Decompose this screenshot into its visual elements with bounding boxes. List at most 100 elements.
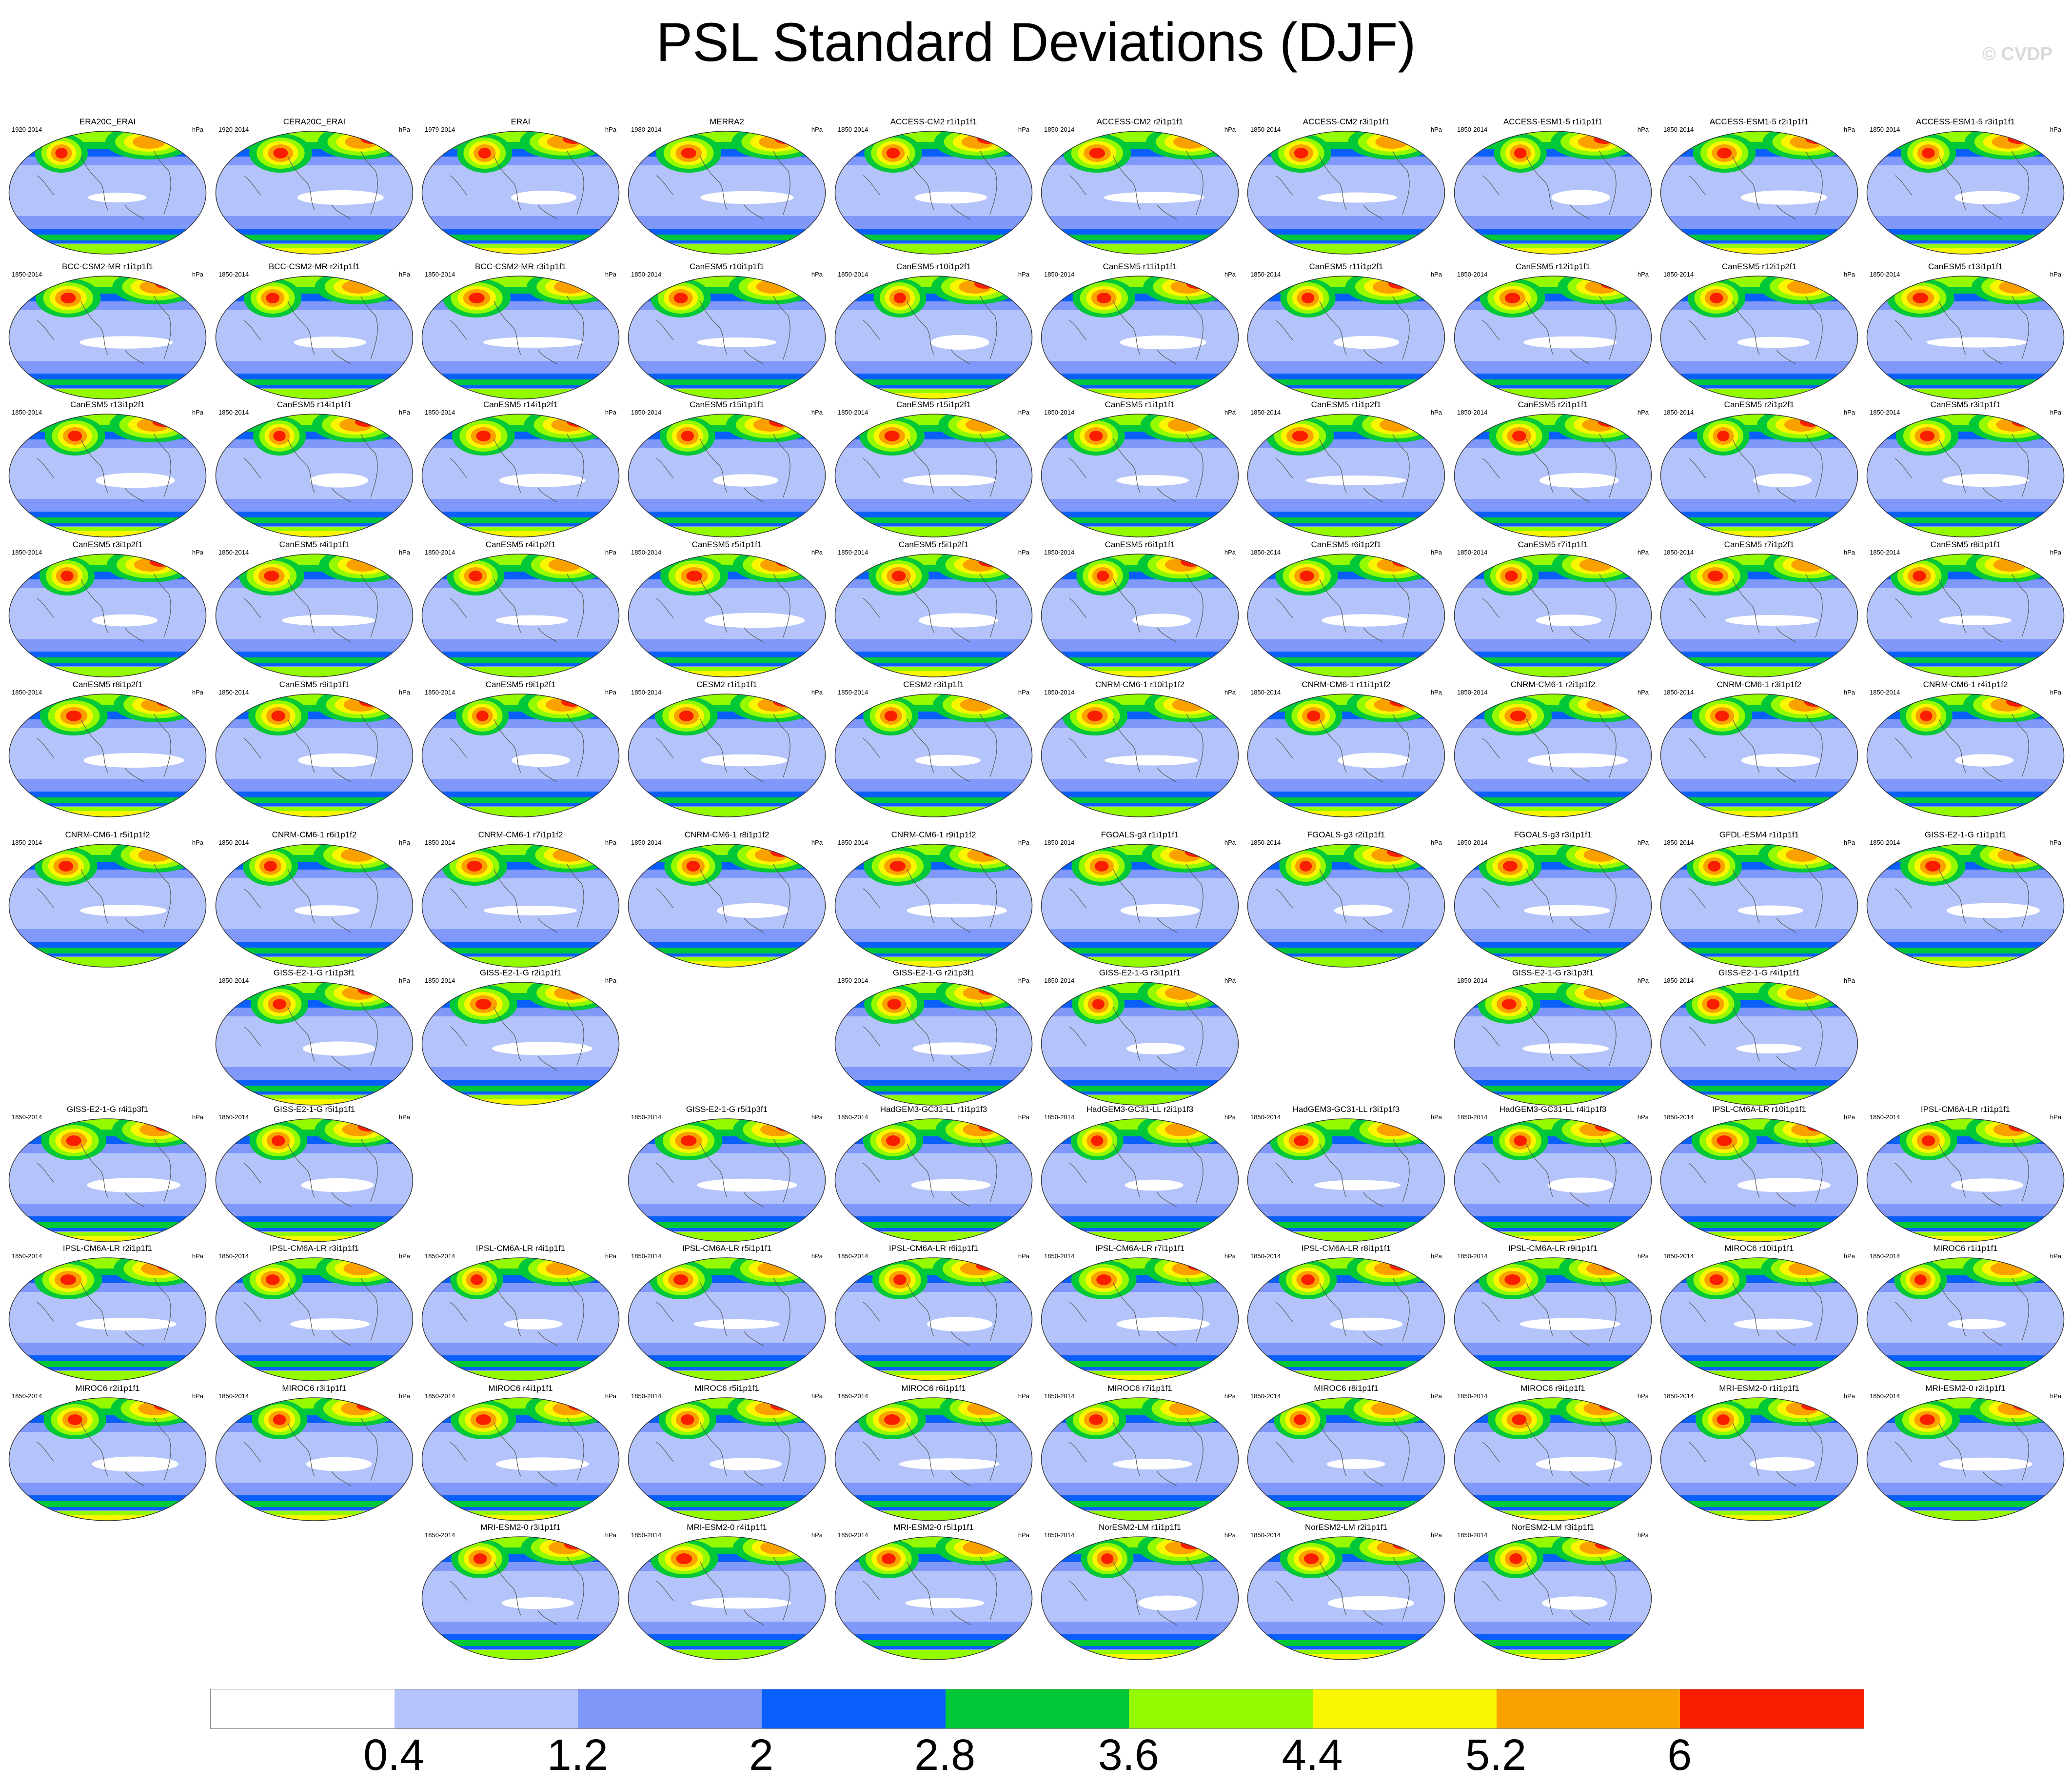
panel-units: hPa bbox=[1224, 1252, 1236, 1260]
colorbar-box bbox=[578, 1689, 762, 1728]
panel-years: 1850-2014 bbox=[1044, 689, 1075, 696]
atlantic-peak bbox=[561, 697, 583, 707]
tropics-white bbox=[1314, 1180, 1401, 1190]
atlantic-max-3 bbox=[345, 135, 378, 149]
panel-title: IPSL-CM6A-LR r8i1p1f1 bbox=[1301, 1244, 1391, 1253]
colorbar-box bbox=[1313, 1689, 1497, 1728]
map-plot bbox=[215, 554, 414, 677]
map-panel: CanESM5 r8i1p2f1 1850-2014 hPa bbox=[5, 679, 210, 820]
panel-title: CanESM5 r15i1p2f1 bbox=[896, 400, 971, 409]
coastline bbox=[1938, 578, 1966, 633]
coastline bbox=[1363, 917, 1383, 933]
coastline bbox=[1776, 767, 1796, 783]
map-panel: ACCESS-ESM1-5 r2i1p1f1 1850-2014 hPa bbox=[1657, 116, 1862, 258]
band-sh-yellow bbox=[1867, 248, 2064, 254]
band-sh-lime bbox=[835, 1650, 1032, 1660]
tropics-white bbox=[1522, 1043, 1609, 1054]
tropics-white bbox=[899, 1458, 1000, 1470]
coastline bbox=[1982, 767, 2003, 783]
tropics-white bbox=[1125, 1179, 1184, 1191]
map-border bbox=[1454, 131, 1652, 255]
atlantic-peak bbox=[157, 697, 178, 707]
map-border bbox=[1660, 414, 1858, 537]
pacific-max-4 bbox=[1510, 711, 1526, 721]
band-sh-green bbox=[216, 379, 413, 385]
tropics-white bbox=[1132, 614, 1191, 627]
map-panel: CanESM5 r6i1p1f1 1850-2014 hPa bbox=[1037, 539, 1243, 680]
coastline bbox=[907, 578, 934, 633]
panel-units: hPa bbox=[1224, 409, 1236, 416]
coastline bbox=[2012, 434, 2029, 498]
tropics-white bbox=[310, 473, 369, 488]
panel-years: 1850-2014 bbox=[425, 977, 455, 984]
pacific-max-4 bbox=[681, 148, 696, 159]
atlantic-max-3 bbox=[756, 280, 789, 294]
coastline bbox=[863, 320, 881, 340]
map-plot bbox=[421, 554, 620, 677]
map-panel: CNRM-CM6-1 r10i1p1f2 1850-2014 hPa bbox=[1037, 679, 1243, 820]
atlantic-peak bbox=[570, 985, 592, 995]
coastline bbox=[744, 349, 764, 365]
tropics-white bbox=[294, 337, 367, 348]
map-plot bbox=[8, 554, 207, 677]
band-sh-green bbox=[1867, 235, 2064, 240]
tropics-white bbox=[87, 1177, 181, 1193]
tropics-white bbox=[297, 190, 384, 205]
pacific-max-4 bbox=[889, 861, 906, 872]
panel-title: MIROC6 r8i1p1f1 bbox=[1314, 1384, 1379, 1393]
band-sh-yellow bbox=[1454, 248, 1652, 254]
coastline bbox=[450, 458, 468, 478]
atlantic-max-3 bbox=[554, 986, 588, 1000]
map-plot bbox=[8, 131, 207, 255]
coastline bbox=[1776, 349, 1796, 365]
band-sh-green bbox=[1867, 517, 2064, 523]
map-plot bbox=[215, 276, 414, 399]
panel-units: hPa bbox=[1637, 549, 1649, 556]
coastline bbox=[154, 434, 171, 498]
panel-years: 1850-2014 bbox=[425, 1392, 455, 1400]
band-sh-green bbox=[1660, 235, 1858, 240]
band-sh-green bbox=[422, 1640, 619, 1646]
map-plot bbox=[834, 131, 1033, 255]
band-sh-lime bbox=[422, 807, 619, 817]
atlantic-peak bbox=[157, 1261, 178, 1270]
map-border bbox=[1866, 414, 2065, 537]
coastline bbox=[1526, 438, 1554, 493]
map-panel: NorESM2-LM r2i1p1f1 1850-2014 hPa bbox=[1243, 1522, 1449, 1663]
panel-title: ACCESS-CM2 r2i1p1f1 bbox=[1096, 117, 1184, 126]
coastline bbox=[950, 917, 971, 933]
tropics-white bbox=[712, 474, 779, 487]
map-border bbox=[215, 554, 414, 677]
panel-title: CESM2 r1i1p1f1 bbox=[696, 680, 757, 689]
panel-years: 1850-2014 bbox=[1663, 1113, 1694, 1121]
map-plot bbox=[8, 276, 207, 399]
band-sh-lime bbox=[1867, 389, 2064, 399]
coastline bbox=[154, 151, 171, 215]
coastline bbox=[1069, 598, 1087, 618]
band-sh-lime bbox=[9, 244, 206, 254]
map-border bbox=[8, 131, 207, 255]
map-border bbox=[1866, 276, 2065, 399]
map-panel: MIROC6 r10i1p1f1 1850-2014 hPa bbox=[1657, 1243, 1862, 1384]
tropics-white bbox=[717, 903, 789, 918]
map-plot bbox=[421, 131, 620, 255]
band-sh-green bbox=[1041, 517, 1239, 523]
panel-years: 1850-2014 bbox=[838, 1113, 868, 1121]
map-panel: IPSL-CM6A-LR r9i1p1f1 1850-2014 hPa bbox=[1450, 1243, 1656, 1384]
panel-units: hPa bbox=[1224, 839, 1236, 846]
map-plot bbox=[1041, 131, 1239, 255]
coastline bbox=[1275, 458, 1293, 478]
band-sh-lime bbox=[628, 1371, 826, 1381]
band-sh-lime bbox=[422, 389, 619, 399]
panel-units: hPa bbox=[1843, 689, 1855, 696]
map-plot bbox=[421, 694, 620, 817]
pacific-max-4 bbox=[473, 1553, 487, 1564]
tropics-white bbox=[297, 753, 377, 768]
panel-years: 1979-2014 bbox=[425, 126, 455, 133]
panel-years: 1850-2014 bbox=[218, 271, 249, 278]
band-sh-lime bbox=[422, 957, 619, 967]
panel-units: hPa bbox=[1637, 1252, 1649, 1260]
map-plot bbox=[1866, 276, 2065, 399]
band-sh-green bbox=[1660, 1361, 1858, 1367]
panel-title: GFDL-ESM4 r1i1p1f1 bbox=[1719, 830, 1799, 839]
